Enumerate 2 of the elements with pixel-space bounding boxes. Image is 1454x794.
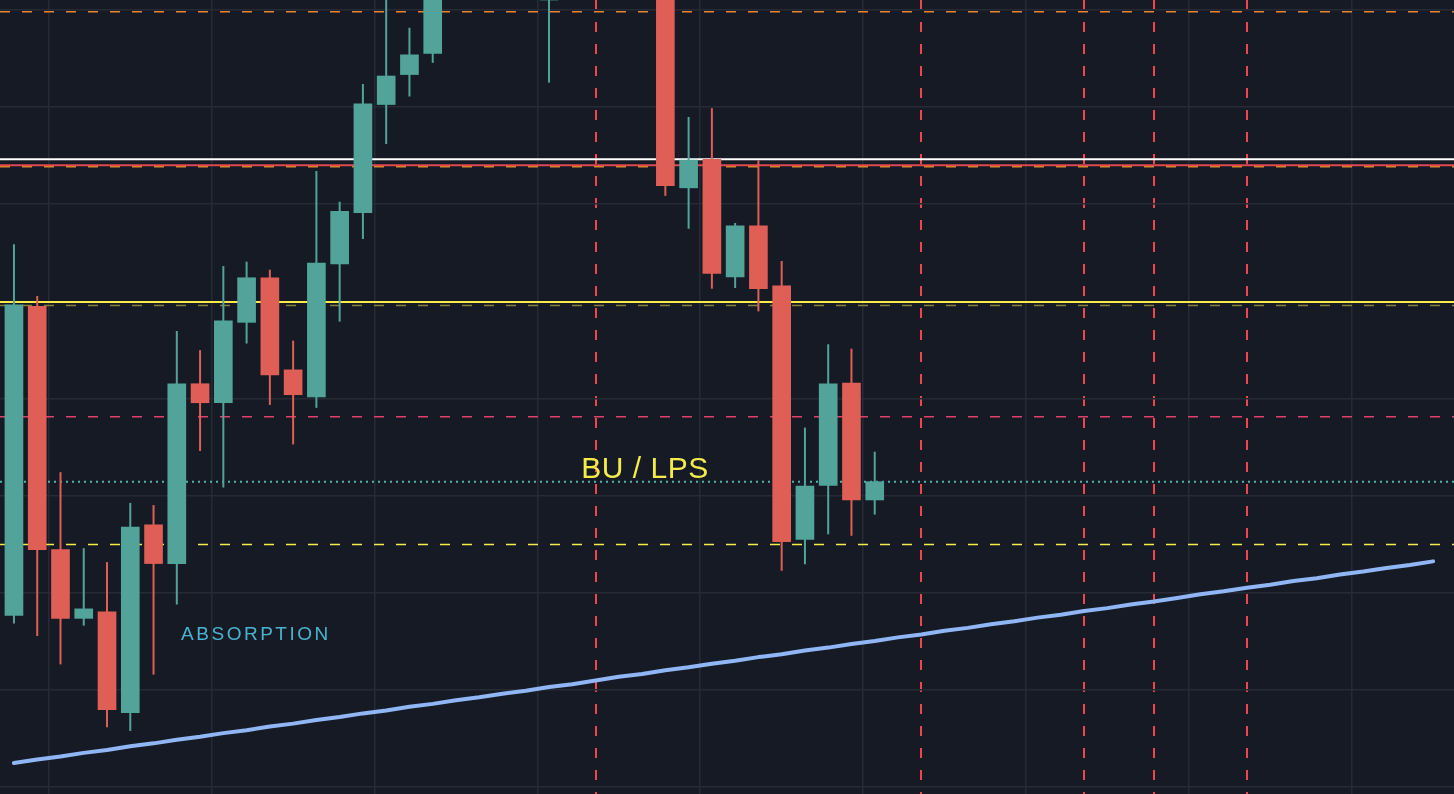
annotation: ABSORPTION <box>181 622 331 644</box>
annotation: BU / LPS <box>581 451 709 485</box>
